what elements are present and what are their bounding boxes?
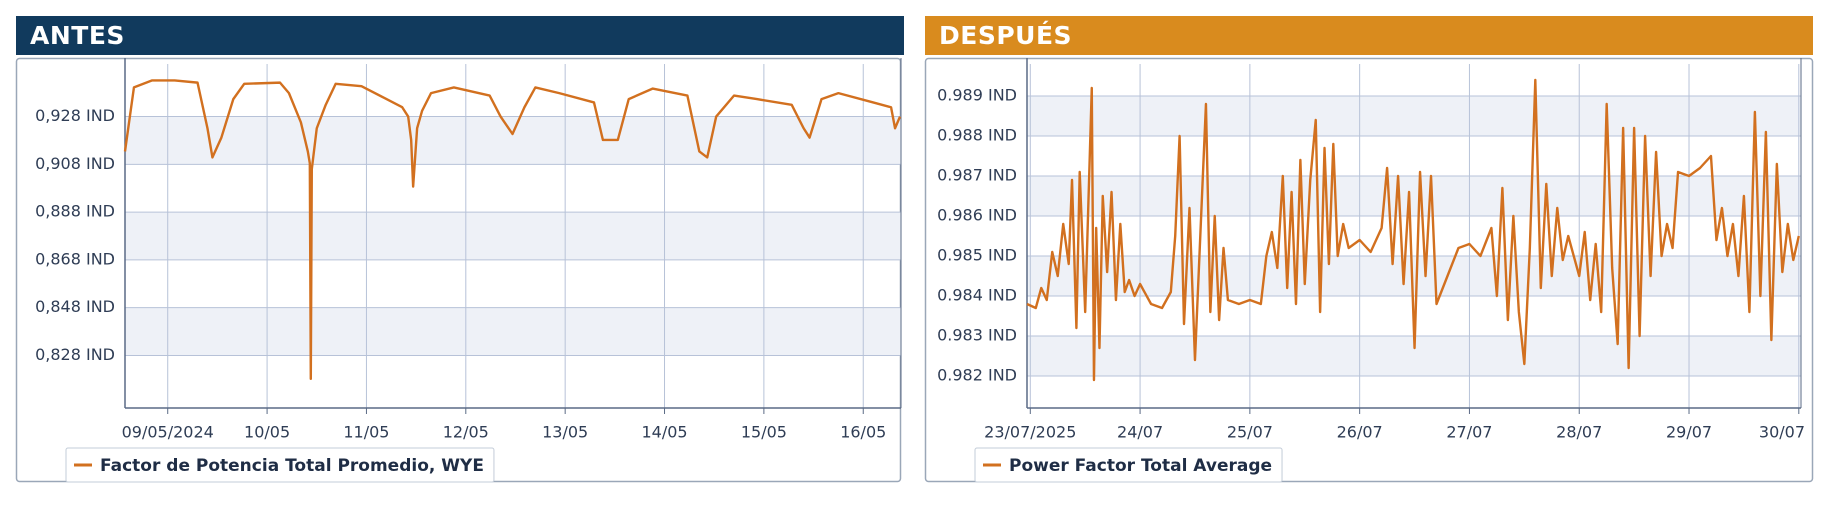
y-tick-label: 0,848 IND xyxy=(35,297,115,316)
x-tick-label: 26/07 xyxy=(1337,423,1383,442)
panel-title: DESPUÉS xyxy=(939,21,1072,50)
x-tick-label: 15/05 xyxy=(741,423,787,442)
legend-box xyxy=(974,447,1283,483)
plot-band xyxy=(1027,176,1801,216)
x-tick-label: 16/05 xyxy=(840,423,886,442)
panel-title: ANTES xyxy=(30,21,125,50)
x-tick-label: 29/07 xyxy=(1666,423,1712,442)
plot-band xyxy=(125,116,901,165)
y-tick-label: 0,928 IND xyxy=(35,106,115,125)
panel-header xyxy=(925,16,1813,55)
plot-band xyxy=(1027,256,1801,296)
legend: Factor de Potencia Total Promedio, WYE xyxy=(65,447,495,483)
x-tick-label: 13/05 xyxy=(542,423,588,442)
legend-box xyxy=(65,447,495,483)
x-tick-label: 12/05 xyxy=(443,423,489,442)
legend-label: Factor de Potencia Total Promedio, WYE xyxy=(100,456,484,476)
panel-header xyxy=(16,16,904,55)
x-tick-label: 25/07 xyxy=(1227,423,1273,442)
y-tick-label: 0,828 IND xyxy=(35,345,115,364)
legend-label: Power Factor Total Average xyxy=(1009,456,1272,476)
plot-band xyxy=(125,307,901,356)
legend: Power Factor Total Average xyxy=(974,447,1283,483)
x-tick-label: 11/05 xyxy=(343,423,389,442)
x-tick-label: 30/07 xyxy=(1759,423,1805,442)
x-tick-label: 23/07/2025 xyxy=(984,423,1076,442)
x-tick-label: 09/05/2024 xyxy=(122,423,214,442)
y-tick-label: 0,868 IND xyxy=(35,249,115,268)
y-tick-label: 0.986 IND xyxy=(937,206,1017,225)
plot-band xyxy=(1027,96,1801,136)
x-tick-label: 10/05 xyxy=(244,423,290,442)
y-tick-label: 0,888 IND xyxy=(35,202,115,221)
y-tick-label: 0.982 IND xyxy=(937,366,1017,385)
y-tick-label: 0.985 IND xyxy=(937,246,1017,265)
y-tick-label: 0.987 IND xyxy=(937,166,1017,185)
x-tick-label: 14/05 xyxy=(641,423,687,442)
plot-band xyxy=(125,212,901,260)
data-line xyxy=(123,79,902,381)
x-tick-label: 27/07 xyxy=(1446,423,1492,442)
data-line xyxy=(1026,78,1800,382)
y-tick-label: 0.984 IND xyxy=(937,286,1017,305)
y-tick-label: 0.989 IND xyxy=(937,86,1017,105)
x-tick-label: 28/07 xyxy=(1556,423,1602,442)
y-tick-label: 0.983 IND xyxy=(937,326,1017,345)
y-tick-label: 0.988 IND xyxy=(937,126,1017,145)
y-tick-label: 0,908 IND xyxy=(35,154,115,173)
x-tick-label: 24/07 xyxy=(1117,423,1163,442)
